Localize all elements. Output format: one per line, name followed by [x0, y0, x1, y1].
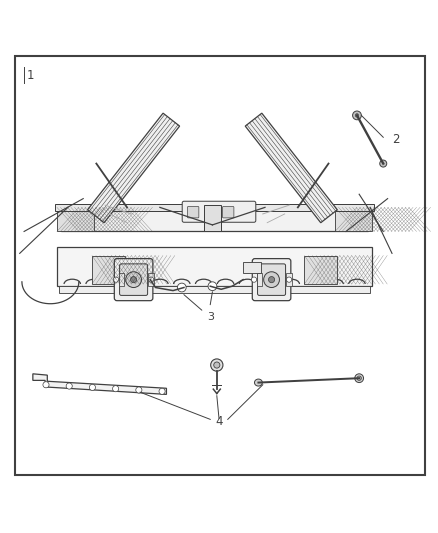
Circle shape [126, 272, 141, 287]
Bar [204, 205, 221, 231]
Circle shape [353, 111, 361, 120]
Circle shape [66, 383, 72, 389]
Bar [257, 273, 262, 286]
Circle shape [136, 387, 142, 393]
FancyBboxPatch shape [258, 264, 286, 295]
Bar [335, 207, 372, 231]
Text: 3: 3 [184, 295, 214, 322]
Circle shape [357, 376, 361, 381]
Circle shape [264, 272, 279, 287]
Bar [304, 255, 337, 284]
Circle shape [148, 277, 154, 282]
Circle shape [208, 282, 217, 290]
Bar [243, 262, 261, 273]
Circle shape [113, 386, 119, 392]
Circle shape [131, 277, 137, 282]
Circle shape [43, 382, 49, 388]
Circle shape [355, 114, 359, 117]
Bar [61, 207, 368, 231]
Bar [55, 204, 374, 211]
Text: 4: 4 [215, 416, 223, 429]
Circle shape [113, 277, 119, 282]
Circle shape [211, 359, 223, 371]
FancyBboxPatch shape [205, 206, 216, 218]
Bar [57, 247, 372, 286]
Text: 1: 1 [27, 69, 35, 83]
FancyBboxPatch shape [120, 264, 148, 295]
FancyBboxPatch shape [223, 206, 234, 218]
Bar [286, 273, 292, 286]
Bar [119, 273, 124, 286]
Polygon shape [33, 374, 166, 394]
Circle shape [380, 160, 387, 167]
Polygon shape [245, 113, 337, 223]
Text: 2: 2 [392, 133, 399, 146]
Bar [148, 273, 154, 286]
FancyBboxPatch shape [187, 206, 199, 218]
Circle shape [89, 384, 95, 391]
Ellipse shape [254, 379, 262, 386]
Bar [59, 286, 370, 293]
Bar [92, 255, 125, 284]
Bar [57, 207, 94, 231]
Circle shape [286, 277, 292, 282]
FancyBboxPatch shape [252, 259, 291, 301]
Polygon shape [88, 113, 180, 223]
Circle shape [214, 362, 220, 368]
Circle shape [159, 388, 165, 394]
FancyBboxPatch shape [182, 201, 256, 222]
FancyBboxPatch shape [114, 259, 153, 301]
Circle shape [268, 277, 275, 282]
Circle shape [355, 374, 364, 383]
Circle shape [251, 277, 257, 282]
Circle shape [177, 283, 186, 292]
